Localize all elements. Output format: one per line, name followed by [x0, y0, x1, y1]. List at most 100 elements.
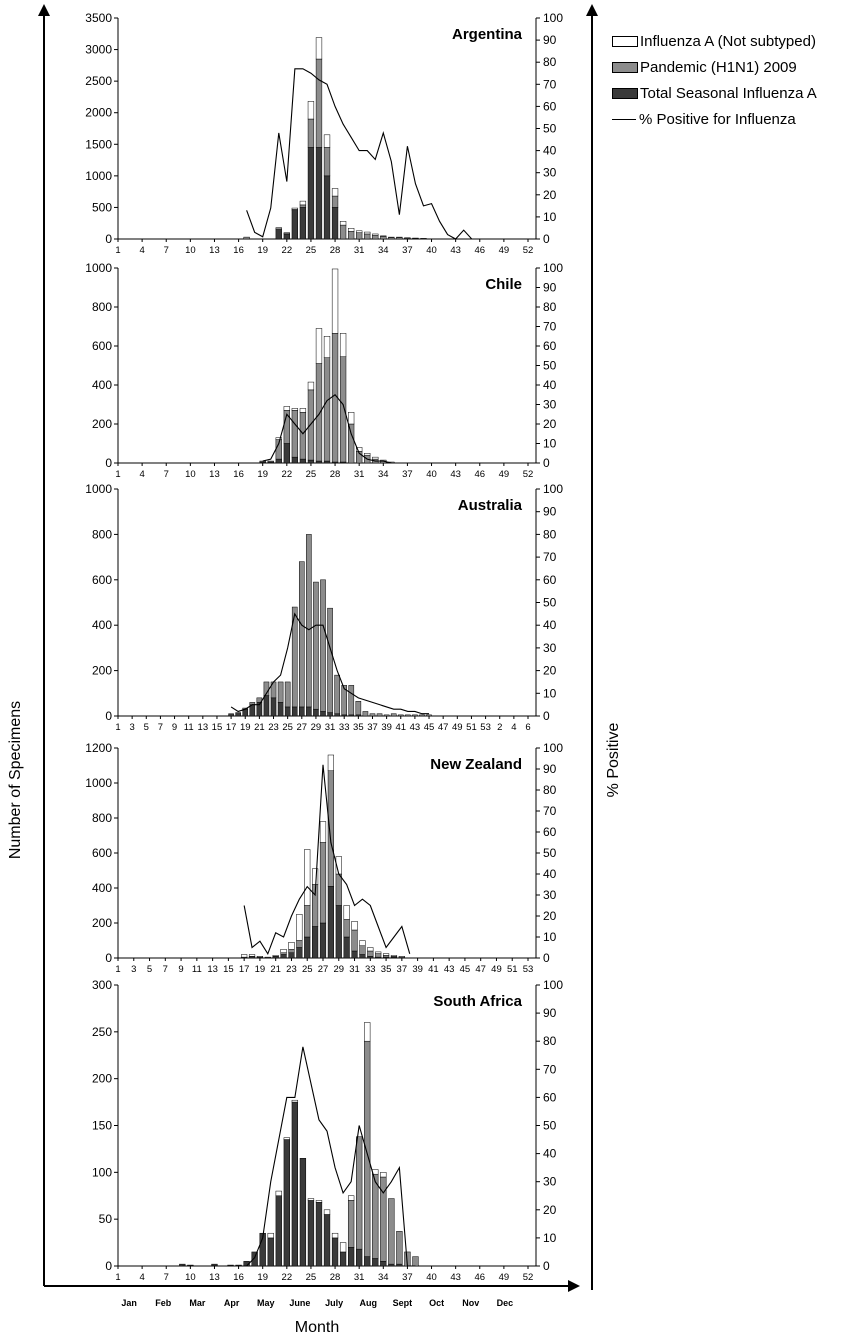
y2-tick-label: 60: [543, 825, 557, 839]
y-tick-label: 250: [92, 1025, 112, 1039]
bar-segment: [291, 210, 299, 240]
bar-segment: [376, 713, 383, 717]
x-tick-label: 31: [354, 1272, 365, 1283]
y-tick-label: 0: [105, 232, 112, 246]
bar-segment: [341, 685, 348, 716]
bar-segment: [396, 1263, 403, 1267]
y2-tick-label: 10: [543, 686, 557, 700]
bar-segment: [275, 458, 282, 464]
x-tick-label: 15: [212, 722, 223, 733]
bar-segment: [283, 406, 290, 411]
bar-segment: [347, 231, 355, 240]
bar-segment: [315, 1200, 323, 1203]
bar-segment: [364, 453, 371, 456]
bar-segment: [323, 336, 331, 358]
y-tick-label: 200: [92, 916, 112, 930]
bar-segment: [315, 37, 323, 60]
bar-segment: [364, 1040, 371, 1257]
x-tick-label: 25: [302, 964, 313, 975]
bar-segment: [315, 460, 323, 464]
y2-tick-label: 90: [543, 1006, 557, 1020]
bar-segment: [323, 460, 331, 464]
bar-segment: [319, 842, 327, 924]
bar-segment: [299, 204, 307, 208]
bar-segment: [243, 236, 250, 240]
bar-segment: [367, 947, 374, 952]
month-label: Dec: [497, 1298, 514, 1308]
bar-segment: [306, 706, 312, 717]
bar-segment: [359, 940, 366, 946]
y2-tick-label: 10: [543, 930, 557, 944]
x-tick-label: 10: [185, 1272, 196, 1283]
bar-segment: [283, 233, 290, 240]
x-tick-label: 1: [115, 1272, 120, 1283]
x-tick-label: 53: [480, 722, 491, 733]
bar-segment: [367, 950, 374, 957]
bar-segment: [348, 685, 355, 716]
y2-tick-label: 80: [543, 55, 557, 69]
bar-segment: [291, 706, 298, 717]
y2-tick-label: 90: [543, 281, 557, 295]
y2-tick-label: 0: [543, 1259, 550, 1273]
x-tick-label: 25: [306, 1272, 317, 1283]
y2-tick-label: 60: [543, 1090, 557, 1104]
y-tick-label: 2000: [85, 106, 112, 120]
x-tick-label: 33: [365, 964, 376, 975]
bar-segment: [241, 954, 248, 958]
month-label: May: [257, 1298, 275, 1308]
bar-segment: [335, 873, 342, 906]
x-tick-label: 1: [115, 469, 120, 480]
y-tick-label: 600: [92, 846, 112, 860]
x-tick-label: 21: [270, 964, 281, 975]
x-tick-label: 52: [523, 1272, 534, 1283]
y2-tick-label: 60: [543, 339, 557, 353]
bar-segment: [263, 695, 270, 717]
y2-tick-label: 90: [543, 762, 557, 776]
bar-segment: [291, 408, 299, 411]
bar-segment: [334, 713, 340, 717]
legend-label-percent-positive: % Positive for Influenza: [639, 110, 796, 128]
bar-segment: [396, 236, 403, 238]
bar-segment: [323, 134, 331, 148]
x-axis-arrowhead: [568, 1280, 580, 1292]
bar-segment: [315, 328, 323, 364]
x-tick-label: 22: [282, 469, 293, 480]
bar-segment: [304, 905, 311, 938]
right-y-axis-arrowhead: [586, 4, 598, 16]
bar-segment: [277, 681, 284, 703]
bar-segment: [307, 1198, 315, 1201]
x-tick-label: 13: [209, 245, 220, 256]
bar-segment: [313, 581, 319, 710]
y-tick-label: 200: [92, 664, 112, 678]
legend-item-seasonal: Total Seasonal Influenza A: [612, 82, 817, 104]
bar-segment: [327, 607, 333, 713]
x-tick-label: 16: [233, 469, 244, 480]
chart-panel: 0 200 400 600 800 1000 0 10 20 30 40 50 60 70 80 90 100 1…: [85, 261, 563, 480]
bar-segment: [372, 233, 379, 236]
legend-item-pandemic: Pandemic (H1N1) 2009: [612, 56, 817, 78]
x-tick-label: 31: [325, 722, 336, 733]
x-tick-label: 45: [460, 964, 471, 975]
chart-panel: 0 200 400 600 800 1000 0 10 20 30 40 50 60 70 80 90 100 1…: [85, 482, 563, 733]
bar-segment: [280, 952, 287, 955]
bar-segment: [264, 956, 271, 959]
x-tick-label: 19: [257, 245, 268, 256]
y-tick-label: 1000: [85, 482, 112, 496]
x-tick-label: 3: [131, 964, 136, 975]
month-label: Feb: [155, 1298, 172, 1308]
y-tick-label: 200: [92, 1072, 112, 1086]
bar-segment: [251, 1251, 258, 1267]
x-tick-label: 28: [330, 469, 341, 480]
y2-tick-label: 20: [543, 1203, 557, 1217]
y2-tick-label: 100: [543, 482, 563, 496]
y2-tick-label: 50: [543, 359, 557, 373]
chart-panel: 0 50 100 150 200 250 300 0 10 20 30 40 50 60 70 80 90 100…: [92, 978, 563, 1283]
bar-segment: [248, 956, 256, 959]
bar-segment: [356, 447, 363, 452]
x-tick-label: 43: [450, 245, 461, 256]
y-tick-label: 600: [92, 339, 112, 353]
bar-segment: [356, 1136, 363, 1250]
x-tick-label: 7: [158, 722, 163, 733]
bar-segment: [331, 268, 339, 334]
y2-tick-label: 80: [543, 783, 557, 797]
